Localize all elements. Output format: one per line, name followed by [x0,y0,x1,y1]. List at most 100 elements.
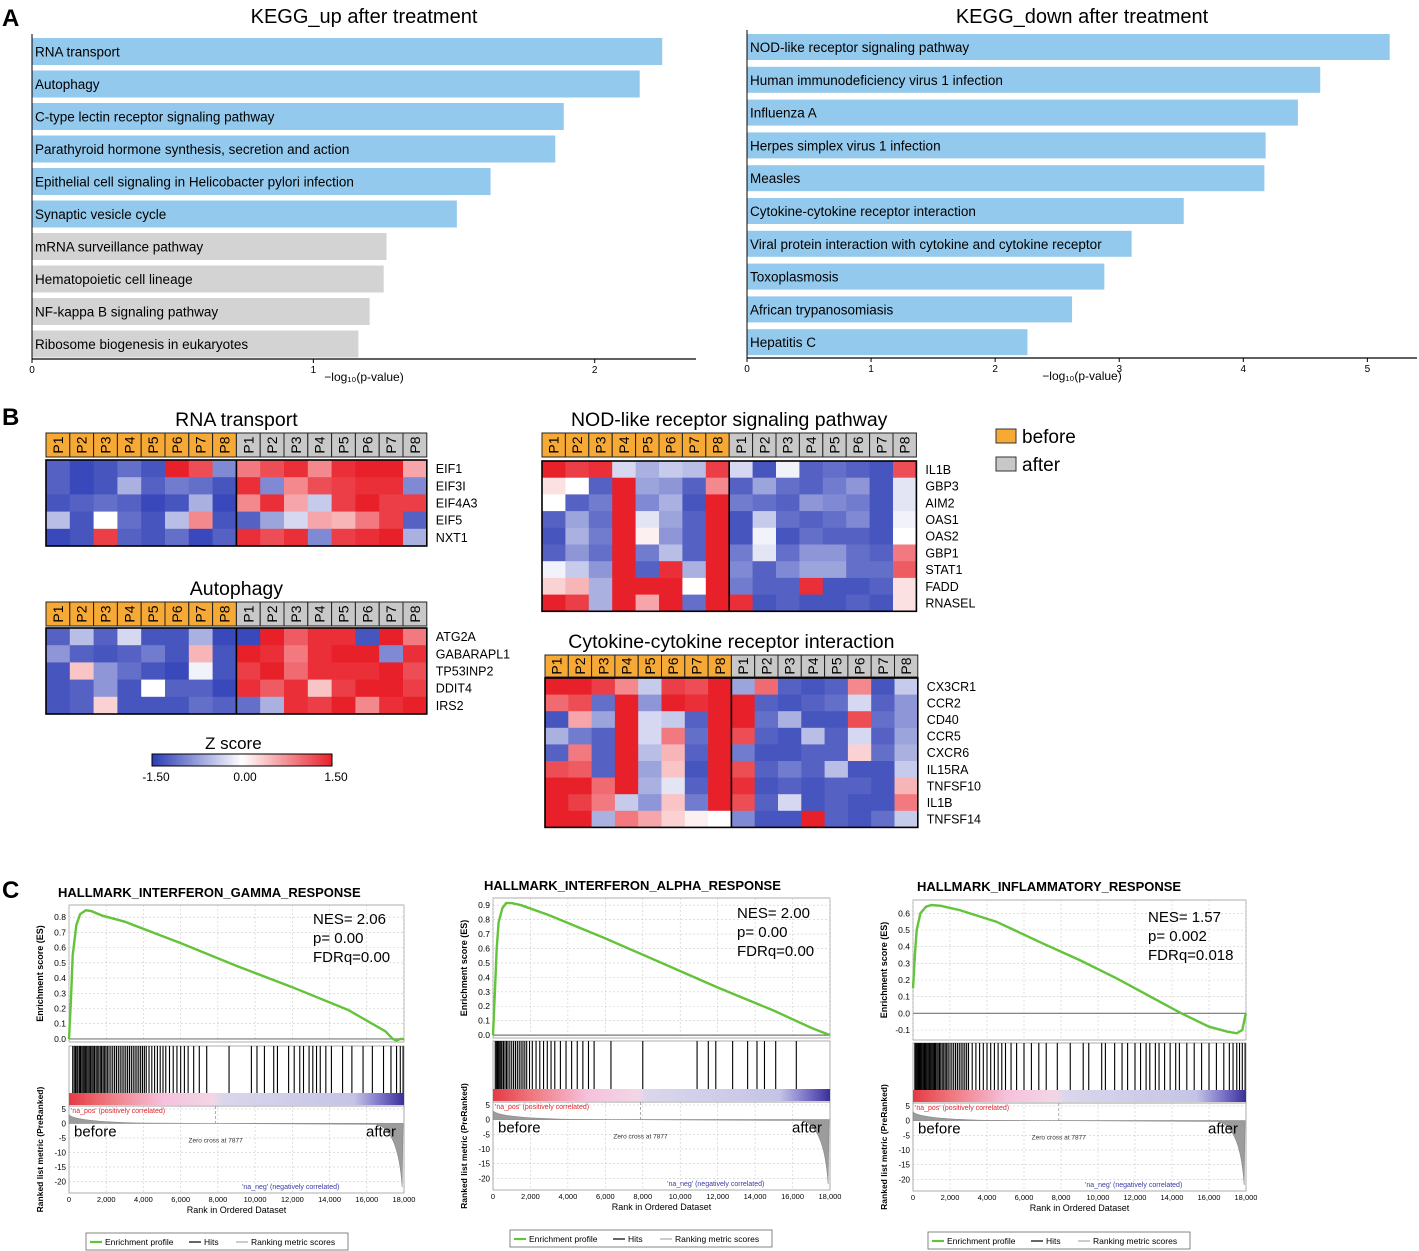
column-label-10: P3 [288,605,304,622]
column-label-2: P3 [98,605,114,622]
heat-cell [869,561,894,579]
heat-cell [705,494,730,512]
heat-cell [894,761,919,778]
heat-cell [661,711,686,729]
es-ytick-4: 0.4 [478,972,490,982]
heat-cell [824,744,849,762]
heat-cell [776,577,800,595]
heat-cell [871,777,895,795]
heat-cell [847,727,872,745]
gsea-title: HALLMARK_INTERFERON_GAMMA_RESPONSE [58,885,361,900]
bar-4 [32,168,491,195]
rank-ytick-0: 5 [906,1102,911,1111]
heat-cell [612,461,636,479]
heat-cell [659,494,683,512]
zscore-min: -1.50 [142,770,170,784]
heat-cell [752,594,777,612]
heat-cell [188,645,213,663]
heat-cell [588,561,613,579]
heat-cell [93,460,118,478]
panel-label-c: C [2,877,19,904]
rank-ylabel: Ranked list metric (PreRanked) [35,1087,45,1213]
heat-cell [894,711,919,729]
heat-cell [638,711,662,729]
x-tick-label-0: 0 [29,365,35,376]
column-label-9: P2 [756,436,772,453]
heat-cell [236,477,261,495]
heat-cell [635,494,660,512]
heat-cell [165,511,190,530]
heat-cell [822,561,847,579]
heat-cell [614,744,639,762]
heat-cell [846,561,870,579]
gene-label-0: CX3CR1 [927,680,976,694]
es-ytick-6: 0.6 [54,943,66,953]
heat-cell [731,777,756,795]
heat-cell [801,777,825,795]
heat-cell [212,662,237,680]
x-tick-0: 0 [491,1192,495,1201]
x-tick-2: 4,000 [558,1192,577,1201]
heat-cell [568,810,592,828]
heat-cell [684,678,709,695]
rank-color-bar [493,1089,830,1101]
heat-cell [284,460,309,478]
heat-cell [847,711,872,729]
heatmap-cytokine: Cytokine-cytokine receptor interactionP1… [544,631,981,829]
heat-cell [355,662,380,680]
x-tick-label-1: 1 [868,364,874,375]
column-label-6: P7 [193,436,209,453]
heat-cell [801,761,825,778]
heat-cell [331,662,356,680]
heat-cell [893,561,917,579]
legend-label-2: Ranking metric scores [1093,1236,1177,1246]
heat-cell [893,594,917,612]
heat-cell [824,727,849,745]
heat-cell [754,744,779,762]
gene-label-0: EIF1 [436,462,462,476]
column-label-7: P8 [710,436,726,453]
heat-cell [545,810,569,828]
group-left-label: before [498,1120,541,1137]
heat-cell [869,577,894,595]
bar-label-9: Ribosome biogenesis in eukaryotes [35,337,248,352]
rank-ytick-4: -15 [898,1161,910,1170]
bar-7 [747,263,1105,290]
rank-ytick-1: 0 [62,1119,67,1128]
column-label-5: P6 [665,657,681,674]
heat-cell [893,544,917,562]
heat-cell [708,744,732,762]
column-label-3: P4 [121,436,137,453]
column-label-0: P1 [549,657,565,674]
heat-cell [801,694,825,712]
heat-cell [776,461,800,479]
heat-cell [847,678,872,695]
column-label-4: P5 [145,436,161,453]
heat-cell [822,511,847,529]
heat-cell [682,461,707,479]
heat-cell [379,460,404,478]
heat-cell [331,511,356,530]
heat-cell [542,461,566,479]
heat-cell [379,662,404,680]
x-tick-label-0: 0 [744,364,750,375]
heat-cell [638,678,662,695]
heat-cell [141,645,166,663]
rank-frame [912,1102,1247,1192]
heat-cell [545,678,569,695]
heat-cell [708,678,732,695]
pos-label: 'na_pos' (positively correlated) [495,1104,589,1111]
heat-cell [871,711,895,729]
x-tick-8: 16,000 [781,1192,804,1201]
heat-cell [188,628,213,646]
heat-cell [46,662,71,680]
heat-cell [799,561,824,579]
heat-cell [355,528,380,547]
heat-cell [542,561,566,579]
heat-cell [46,679,71,698]
heat-cell [661,810,686,828]
heat-cell [568,678,592,695]
heat-cell [684,711,709,729]
heat-cell [141,662,166,680]
